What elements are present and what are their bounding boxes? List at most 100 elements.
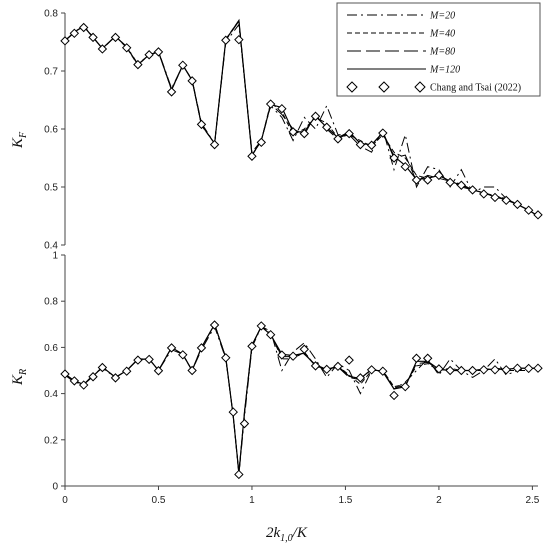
kr-series-m-20 — [64, 325, 539, 475]
kr-point-chang-and-tsai-2022 — [60, 369, 70, 379]
x-tick-label: 0 — [62, 495, 68, 506]
kr-point-chang-and-tsai-2022 — [265, 329, 276, 340]
kr-point-chang-and-tsai-2022 — [288, 351, 298, 361]
kf-point-chang-and-tsai-2022 — [265, 99, 276, 109]
kr-point-chang-and-tsai-2022 — [333, 361, 343, 372]
kr-series-m-120 — [64, 322, 538, 474]
kf-series-m-20 — [64, 23, 539, 217]
kf-point-chang-and-tsai-2022 — [366, 140, 377, 150]
kf-point-chang-and-tsai-2022 — [88, 32, 98, 43]
kr-y-tick-label: 0.8 — [44, 297, 58, 308]
kr-point-chang-and-tsai-2022 — [277, 350, 287, 360]
kr-point-chang-and-tsai-2022 — [196, 343, 207, 353]
kr-point-chang-and-tsai-2022 — [187, 365, 197, 376]
kr-point-chang-and-tsai-2022 — [228, 407, 238, 417]
legend-label: M=120 — [429, 65, 460, 76]
kr-series-m-40 — [64, 323, 538, 473]
kf-point-chang-and-tsai-2022 — [60, 36, 70, 46]
x-axis: 0 0.5 1 1.5 2 2.5 — [62, 485, 540, 506]
kr-panel: 0 0.2 0.4 0.6 0.8 1 — [44, 251, 543, 493]
kf-point-chang-and-tsai-2022 — [501, 195, 511, 206]
svg-text:2k1,0/K: 2k1,0/K — [266, 525, 308, 544]
kr-y-tick-label: 0.2 — [44, 435, 58, 446]
kr-y-tick-label: 0.6 — [44, 343, 58, 354]
kr-point-chang-and-tsai-2022 — [121, 366, 132, 376]
kf-point-chang-and-tsai-2022 — [78, 22, 89, 33]
kf-panel: 0.4 0.5 0.6 0.7 0.8 — [44, 9, 543, 252]
x-label-post: /K — [292, 525, 308, 541]
kf-axis-label: KF — [10, 131, 29, 149]
kr-point-chang-and-tsai-2022 — [523, 363, 534, 374]
kf-point-chang-and-tsai-2022 — [310, 111, 321, 121]
kf-point-chang-and-tsai-2022 — [121, 43, 132, 53]
kr-series-m-80 — [64, 323, 538, 474]
kf-label-sub: F — [18, 131, 29, 139]
kf-point-chang-and-tsai-2022 — [333, 134, 343, 144]
kr-point-chang-and-tsai-2022 — [467, 365, 478, 376]
kf-y-tick-label: 0.6 — [44, 125, 58, 136]
kr-point-chang-and-tsai-2022 — [69, 376, 80, 386]
kf-point-chang-and-tsai-2022 — [322, 122, 332, 132]
kf-point-chang-and-tsai-2022 — [153, 47, 164, 57]
kr-point-chang-and-tsai-2022 — [299, 344, 310, 354]
legend-label: M=40 — [429, 29, 455, 40]
kf-point-chang-and-tsai-2022 — [422, 175, 433, 185]
kf-y-tick-label: 0.5 — [44, 183, 58, 194]
kf-point-chang-and-tsai-2022 — [187, 76, 197, 86]
kf-point-chang-and-tsai-2022 — [256, 137, 267, 148]
kf-point-chang-and-tsai-2022 — [110, 32, 121, 43]
kr-label-sub: R — [18, 369, 29, 376]
svg-text:KR: KR — [10, 369, 29, 386]
kf-point-chang-and-tsai-2022 — [523, 205, 534, 215]
kr-point-chang-and-tsai-2022 — [234, 469, 244, 480]
legend-label: Chang and Tsai (2022) — [430, 83, 521, 94]
kr-point-chang-and-tsai-2022 — [144, 354, 154, 365]
kf-point-chang-and-tsai-2022 — [512, 199, 523, 210]
kr-point-chang-and-tsai-2022 — [445, 365, 455, 376]
kr-point-chang-and-tsai-2022 — [501, 365, 511, 375]
kf-point-chang-and-tsai-2022 — [221, 35, 231, 45]
kr-point-chang-and-tsai-2022 — [310, 361, 321, 371]
legend-box — [336, 2, 541, 97]
kr-point-chang-and-tsai-2022 — [239, 418, 250, 429]
kr-point-chang-and-tsai-2022 — [422, 353, 433, 363]
x-label-pre: 2k — [266, 525, 281, 541]
legend-label: M=80 — [429, 47, 455, 58]
legend-label: M=20 — [429, 11, 455, 22]
kr-point-chang-and-tsai-2022 — [344, 355, 354, 365]
x-tick-label: 0.5 — [152, 495, 166, 506]
kf-point-chang-and-tsai-2022 — [277, 103, 287, 114]
kf-point-chang-and-tsai-2022 — [196, 119, 207, 130]
kf-point-chang-and-tsai-2022 — [247, 151, 257, 161]
kr-point-chang-and-tsai-2022 — [389, 390, 399, 401]
kr-point-chang-and-tsai-2022 — [434, 364, 444, 374]
kf-point-chang-and-tsai-2022 — [533, 210, 543, 220]
kr-point-chang-and-tsai-2022 — [247, 341, 257, 351]
kr-point-chang-and-tsai-2022 — [366, 365, 377, 375]
kr-point-chang-and-tsai-2022 — [221, 353, 231, 363]
kr-point-chang-and-tsai-2022 — [400, 381, 410, 392]
kf-point-chang-and-tsai-2022 — [378, 128, 388, 138]
kf-point-chang-and-tsai-2022 — [166, 87, 177, 97]
x-tick-label: 2 — [436, 495, 442, 506]
kr-point-chang-and-tsai-2022 — [533, 363, 543, 373]
kr-point-chang-and-tsai-2022 — [209, 320, 220, 330]
kf-point-chang-and-tsai-2022 — [411, 175, 422, 185]
kf-point-chang-and-tsai-2022 — [490, 192, 500, 203]
kf-point-chang-and-tsai-2022 — [299, 128, 310, 139]
kf-point-chang-and-tsai-2022 — [400, 161, 410, 172]
kf-point-chang-and-tsai-2022 — [97, 44, 108, 54]
legend-marker — [346, 81, 358, 93]
kr-point-chang-and-tsai-2022 — [256, 321, 267, 331]
kf-point-chang-and-tsai-2022 — [178, 60, 188, 70]
kr-y-tick-label: 0.4 — [44, 389, 58, 400]
kr-point-chang-and-tsai-2022 — [153, 366, 164, 376]
kr-point-chang-and-tsai-2022 — [512, 363, 523, 373]
kf-point-chang-and-tsai-2022 — [467, 185, 478, 195]
x-tick-label: 2.5 — [525, 495, 539, 506]
legend: M=20 M=40 M=80 M=120 Chang and Tsai (2022) — [336, 2, 541, 97]
kf-point-chang-and-tsai-2022 — [144, 50, 154, 60]
kf-point-chang-and-tsai-2022 — [389, 153, 399, 163]
kf-point-chang-and-tsai-2022 — [209, 139, 220, 150]
